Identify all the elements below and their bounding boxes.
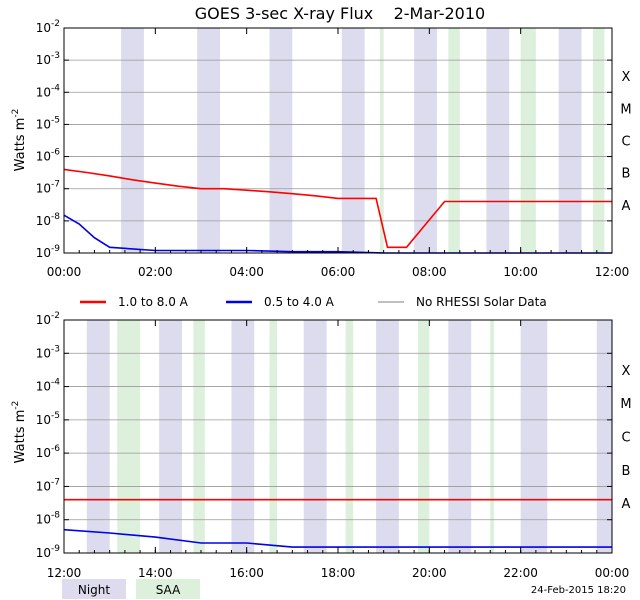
y-tick-label: 10-3 (36, 51, 60, 67)
band-legend: Night SAA (62, 579, 200, 599)
x-tick-label: 06:00 (321, 265, 356, 279)
ylabel-text: Watts m (13, 118, 28, 172)
night-band (303, 320, 327, 553)
flare-class-label: X (622, 364, 631, 379)
ylabel-text: Watts m (13, 410, 28, 464)
flare-class-labels: A B C M X (620, 70, 631, 214)
svg-text:Watts m-2: Watts m-2 (11, 401, 28, 464)
legend: 1.0 to 8.0 A 0.5 to 4.0 A No RHESSI Solar … (80, 295, 547, 309)
saa-band (592, 28, 605, 253)
y-tick-labels: 10-9 10-8 10-7 10-6 10-5 10-4 10-3 10-2 (36, 311, 612, 560)
night-band (520, 320, 548, 553)
y-tick-label: 10-7 (36, 180, 60, 196)
saa-band (193, 320, 205, 553)
y-tick-label: 10-4 (36, 378, 61, 394)
night-saa-bands (86, 320, 612, 553)
figure-title: GOES 3-sec X-ray Flux 2-Mar-2010 (195, 4, 485, 23)
saa-band (345, 320, 354, 553)
x-tick-label: 22:00 (503, 566, 538, 580)
x-tick-label: 00:00 (47, 265, 82, 279)
chart-panel-am: 10-9 10-8 10-7 10-6 10-5 10-4 10-3 10-2 00:00 02… (11, 19, 632, 279)
x-tick-label: 14:00 (138, 566, 173, 580)
x-tick-label: 18:00 (321, 566, 356, 580)
saa-band (417, 320, 430, 553)
x-tick-labels: 12:00 14:00 16:00 18:00 20:00 22:00 00:00 (47, 320, 630, 580)
night-band (121, 28, 144, 253)
x-tick-label: 12:00 (595, 265, 630, 279)
y-tick-label: 10-8 (36, 511, 61, 527)
y-tick-label: 10-2 (36, 311, 60, 327)
saa-band (490, 320, 495, 553)
night-band (341, 28, 365, 253)
flare-class-label: M (620, 397, 631, 412)
x-tick-label: 00:00 (595, 566, 630, 580)
y-tick-label: 10-5 (36, 411, 60, 427)
flare-class-labels: A B C M X (620, 364, 631, 512)
night-band (414, 28, 437, 253)
y-tick-label: 10-6 (36, 444, 61, 460)
saa-band (379, 28, 384, 253)
grid-lines (64, 59, 612, 222)
night-band (269, 28, 293, 253)
y-tick-label: 10-3 (36, 344, 60, 360)
flare-class-label: X (622, 70, 631, 85)
x-tick-label: 10:00 (503, 265, 538, 279)
ylabel-superscript: -2 (11, 401, 21, 410)
night-band (486, 28, 510, 253)
x-tick-label: 08:00 (412, 265, 447, 279)
grid-lines (64, 352, 612, 521)
flare-class-label: A (622, 199, 631, 214)
flare-class-label: B (622, 167, 631, 182)
band-legend-label: SAA (156, 583, 181, 597)
y-tick-label: 10-8 (36, 212, 61, 228)
series-line-long (63, 168, 612, 249)
flare-class-label: C (621, 135, 630, 150)
y-tick-label: 10-2 (36, 19, 60, 35)
y-tick-label: 10-5 (36, 115, 60, 131)
x-tick-label: 16:00 (229, 566, 264, 580)
x-tick-label: 12:00 (47, 566, 82, 580)
night-band (596, 320, 612, 553)
night-band (197, 28, 221, 253)
y-axis-label: Watts m-2 (11, 401, 28, 464)
x-tick-label: 20:00 (412, 566, 447, 580)
y-tick-label: 10-6 (36, 148, 61, 164)
flare-class-label: C (621, 431, 630, 446)
night-band (231, 320, 255, 553)
saa-band (448, 28, 460, 253)
ylabel-superscript: -2 (11, 109, 21, 118)
x-tick-label: 02:00 (138, 265, 173, 279)
footer-date: 24-Feb-2015 18:20 (531, 585, 626, 596)
flare-class-label: B (622, 464, 631, 479)
band-legend-swatch (136, 579, 200, 599)
x-tick-label: 04:00 (229, 265, 264, 279)
y-tick-label: 10-7 (36, 477, 60, 493)
night-band (159, 320, 182, 553)
legend-label: 1.0 to 8.0 A (118, 295, 189, 309)
band-legend-swatch (62, 579, 126, 599)
flare-class-label: M (620, 102, 631, 117)
y-tick-label: 10-4 (36, 83, 61, 99)
band-legend-label: Night (78, 583, 111, 597)
legend-label: No RHESSI Solar Data (416, 295, 547, 309)
y-tick-label: 10-9 (36, 244, 61, 260)
legend-label: 0.5 to 4.0 A (264, 295, 335, 309)
saa-band (117, 320, 141, 553)
saa-band (269, 320, 278, 553)
saa-band (520, 28, 536, 253)
svg-text:Watts m-2: Watts m-2 (11, 109, 28, 172)
night-band (558, 28, 582, 253)
night-saa-bands (121, 28, 605, 253)
night-band (376, 320, 399, 553)
x-tick-labels: 00:00 02:00 04:00 06:00 08:00 10:00 12:00 (47, 28, 630, 279)
night-band (448, 320, 472, 553)
chart-panel-pm: 10-9 10-8 10-7 10-6 10-5 10-4 10-3 10-2 12:00 14… (11, 311, 632, 580)
flare-class-label: A (622, 497, 631, 512)
y-axis-label: Watts m-2 (11, 109, 28, 172)
y-tick-label: 10-9 (36, 544, 61, 560)
night-band (86, 320, 110, 553)
y-tick-labels: 10-9 10-8 10-7 10-6 10-5 10-4 10-3 10-2 (36, 19, 612, 260)
